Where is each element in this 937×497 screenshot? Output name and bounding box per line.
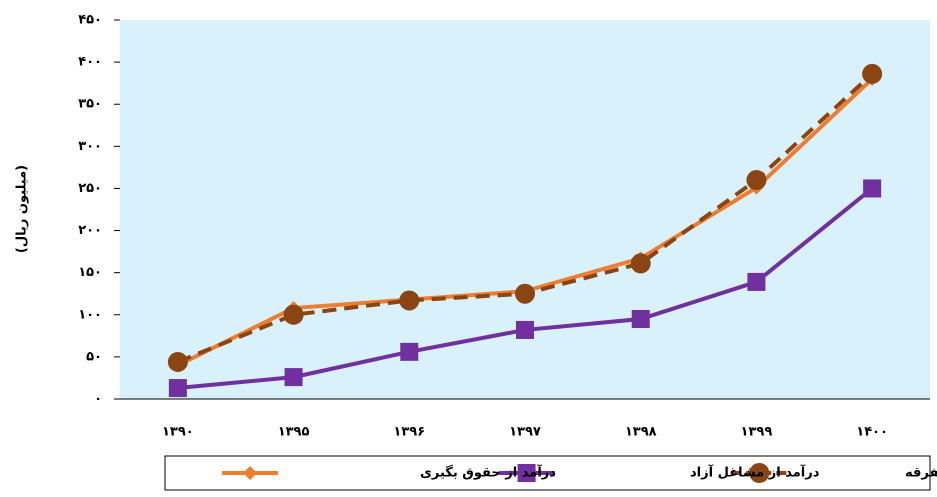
legend-marker bbox=[243, 466, 258, 480]
point bbox=[630, 253, 651, 274]
y-tick-label: ۴۵۰ bbox=[78, 13, 102, 28]
point bbox=[862, 63, 883, 84]
point bbox=[399, 290, 420, 311]
point bbox=[168, 379, 187, 398]
y-tick-label: ۳۵۰ bbox=[78, 97, 102, 112]
y-tick-label: ۰ bbox=[94, 392, 102, 407]
x-tick-label: ۱۳۹۹ bbox=[741, 425, 773, 440]
point bbox=[400, 342, 419, 361]
x-tick-label: ۱۳۹۰ bbox=[162, 425, 194, 440]
point bbox=[515, 283, 535, 304]
point bbox=[283, 304, 304, 325]
legend-marker bbox=[517, 464, 536, 482]
point bbox=[863, 179, 882, 198]
x-tick-label: ۱۳۹۵ bbox=[278, 425, 310, 440]
x-tick-label: ۱۴۰۰ bbox=[856, 425, 888, 440]
y-tick-label: ۱۰۰ bbox=[78, 307, 102, 322]
x-tick-label: ۱۳۹۶ bbox=[393, 425, 425, 440]
legend-label: درآمدهای متفرقه bbox=[905, 464, 937, 481]
point bbox=[284, 368, 303, 387]
y-axis-label: (میلیون ریال) bbox=[15, 165, 30, 253]
point bbox=[631, 309, 650, 328]
y-tick-label: ۴۰۰ bbox=[78, 55, 102, 70]
x-tick-label: ۱۳۹۸ bbox=[625, 425, 657, 440]
y-tick-label: ۲۰۰ bbox=[78, 223, 102, 238]
point bbox=[746, 170, 767, 191]
y-tick-label: ۵۰ bbox=[86, 349, 102, 364]
legend-label: درآمد از مشاغل آزاد bbox=[690, 464, 820, 481]
point bbox=[747, 272, 766, 291]
point bbox=[167, 351, 188, 372]
y-tick-label: ۱۵۰ bbox=[78, 265, 102, 280]
plot-area bbox=[120, 20, 930, 399]
x-tick-label: ۱۳۹۷ bbox=[509, 425, 541, 440]
legend-marker bbox=[749, 463, 770, 483]
legend-label: درآمد از حقوق بگیری bbox=[420, 464, 556, 481]
point bbox=[516, 320, 534, 339]
y-tick-label: ۳۰۰ bbox=[78, 139, 102, 154]
y-tick-label: ۲۵۰ bbox=[78, 181, 102, 196]
